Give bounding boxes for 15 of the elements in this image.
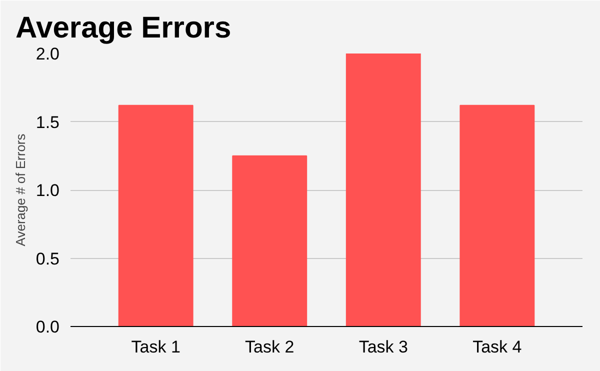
bar	[118, 104, 194, 326]
y-tick-label: 1.0	[36, 181, 60, 200]
bar	[346, 54, 421, 326]
y-tick-label: 0.5	[36, 249, 60, 268]
bar	[460, 104, 535, 326]
bar	[232, 155, 308, 326]
x-tick-label: Task 4	[472, 338, 522, 356]
y-tick-label: 2.0	[36, 44, 60, 64]
y-tick-label: 1.5	[36, 112, 60, 132]
x-tick-label: Task 3	[358, 338, 408, 356]
chart-title: Average Errors	[16, 12, 232, 44]
x-tick-label: Task 2	[245, 338, 294, 356]
y-axis-title: Average # of Errors	[12, 133, 28, 246]
x-tick-label: Task 1	[131, 338, 180, 356]
y-tick-label: 0.0	[36, 318, 60, 336]
